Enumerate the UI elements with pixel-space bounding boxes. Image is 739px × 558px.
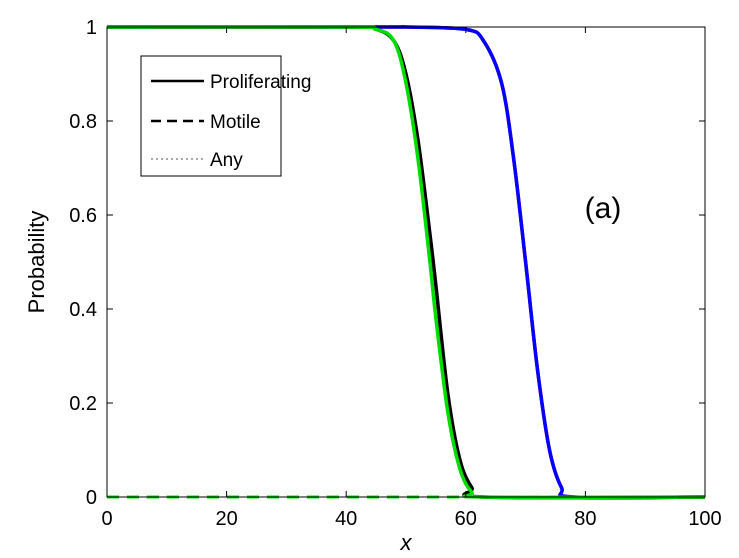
plot-frame (106, 26, 706, 498)
y-tick-label: 0.2 (69, 393, 97, 415)
y-axis-label: Probability (24, 211, 49, 314)
x-tick-label: 20 (215, 508, 237, 530)
x-tick-label: 80 (574, 508, 596, 530)
panel-annotation: (a) (585, 192, 622, 225)
legend-label-any: Any (210, 150, 243, 171)
legend-label-proliferating: Proliferating (210, 72, 311, 93)
y-tick-label: 0.8 (69, 111, 97, 133)
legend: Proliferating Motile Any (140, 55, 311, 177)
x-tick-label: 40 (335, 508, 357, 530)
x-tick-label: 60 (455, 508, 477, 530)
y-tick-label: 0 (86, 487, 97, 509)
legend-label-motile: Motile (210, 112, 261, 133)
tick-layer: 0 20 40 60 80 100 0 0.2 0.4 0.6 0.8 1 (69, 17, 722, 530)
y-tick-label: 1 (86, 17, 97, 39)
x-axis-label: x (400, 530, 413, 555)
x-tick-label: 100 (688, 508, 721, 530)
legend-box (140, 55, 282, 177)
y-tick-label: 0.6 (69, 205, 97, 227)
x-tick-label: 0 (101, 508, 112, 530)
y-tick-label: 0.4 (69, 299, 97, 321)
